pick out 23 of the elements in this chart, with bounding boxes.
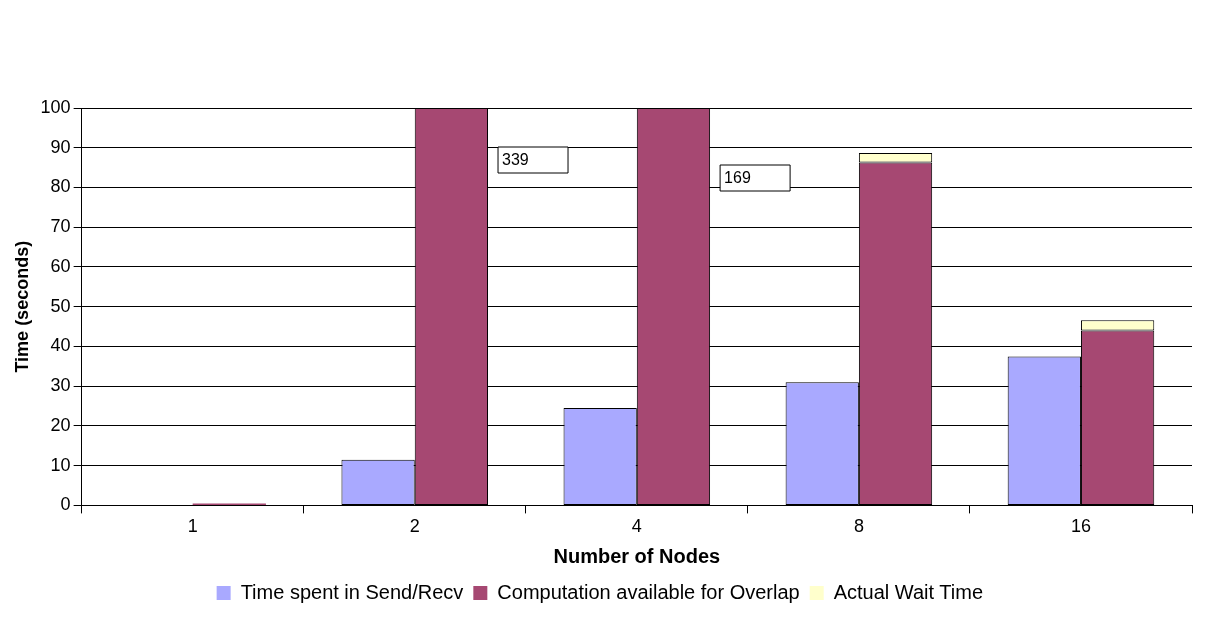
annotation: 169 [724,169,751,187]
y-tick-label: 80 [50,176,71,197]
legend-label: Actual Wait Time [833,580,984,603]
legend-label: Time spent in Send/Recv [240,580,464,603]
y-tick-label: 70 [50,216,71,237]
y-tick-label: 50 [50,295,71,316]
legend-label: Computation available for Overlap [497,580,800,603]
x-tick-label: 16 [1070,516,1091,537]
x-tick-label: 1 [187,516,198,537]
x-tick-label: 2 [409,516,420,537]
y-axis-title: Time (seconds) [11,240,32,373]
y-tick-label: 90 [50,136,71,157]
y-tick-label: 60 [50,255,71,276]
x-tick-label: 8 [853,516,864,537]
x-tick-label: 4 [631,516,642,537]
annotation: 339 [502,151,529,169]
y-tick-label: 40 [50,335,71,356]
y-tick-label: 20 [50,414,71,435]
y-tick-label: 100 [40,96,71,117]
y-tick-label: 0 [60,494,71,515]
y-tick-label: 30 [50,375,71,396]
x-axis-title: Number of Nodes [553,544,721,567]
y-tick-label: 10 [50,454,71,475]
